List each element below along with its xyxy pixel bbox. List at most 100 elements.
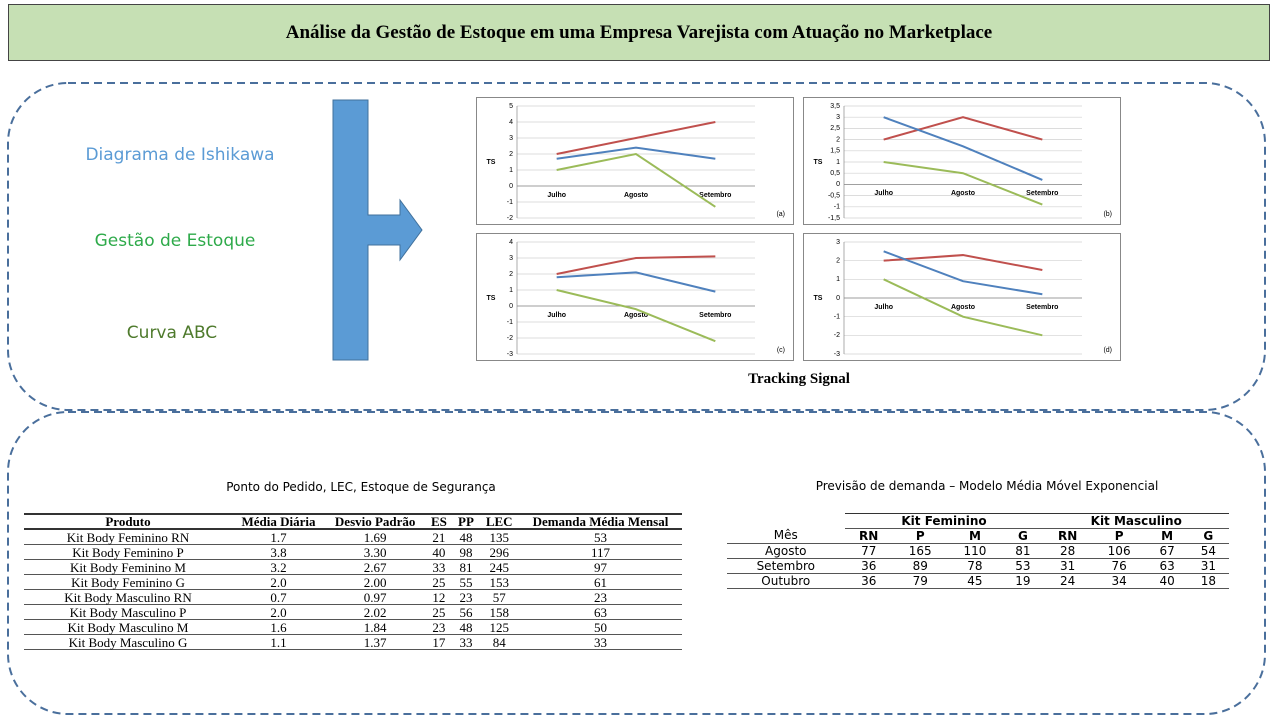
column-header: RN	[1043, 528, 1092, 544]
y-tick-label: 2	[509, 271, 513, 278]
header-row: Mês RN P M G RN P M G	[727, 528, 1229, 544]
cell: 89	[892, 558, 948, 574]
x-tick-label: Setembro	[699, 312, 731, 319]
cell: 33	[425, 559, 453, 575]
cell: 245	[479, 559, 519, 575]
cell: 48	[452, 529, 480, 545]
cell: 31	[1187, 558, 1229, 574]
column-header: Média Diária	[232, 513, 325, 530]
x-tick-label: Setembro	[699, 192, 731, 199]
axis-label: TS	[487, 159, 496, 166]
cell: Kit Body Feminino G	[24, 574, 232, 590]
chart: -2 -1 0 1 2 3 4 5 Julho Agosto Setembro TS (a)	[487, 103, 785, 222]
row: Kit Body Feminino M 3.2 2.67 33 81 245 97	[24, 559, 682, 575]
cell: Kit Body Masculino M	[24, 619, 232, 635]
cell: 17	[425, 634, 453, 650]
row: Kit Body Masculino M 1.6 1.84 23 48 125 50	[24, 619, 682, 635]
cell: 77	[844, 543, 893, 559]
panel-label: (d)	[1103, 347, 1112, 354]
cell: 153	[479, 574, 519, 590]
y-tick-label: 2	[509, 151, 513, 158]
cell: 18	[1187, 573, 1229, 589]
y-tick-label: -3	[834, 351, 840, 358]
cell: 0.97	[324, 589, 426, 605]
concept: Diagrama de Ishikawa	[85, 145, 275, 165]
panel-label: (a)	[776, 211, 785, 218]
cell: 55	[452, 574, 480, 590]
cell: 67	[1146, 543, 1188, 559]
cell: 61	[518, 574, 682, 590]
line	[556, 289, 716, 343]
cell: 81	[452, 559, 480, 575]
column-header: Produto	[24, 513, 232, 530]
cell: 1.1	[232, 634, 325, 650]
table-title: Previsão de demanda – Modelo Média Móvel…	[815, 479, 1159, 493]
cell: 28	[1043, 543, 1092, 559]
cell: Kit Body Feminino RN	[24, 529, 232, 545]
chart: -3 -2 -1 0 1 2 3 4 Julho Agosto Setembro TS (c)	[487, 239, 785, 358]
axis-label: TS	[814, 159, 823, 166]
cell: 98	[452, 544, 480, 560]
cell: 33	[518, 634, 682, 650]
cell: 56	[452, 604, 480, 620]
table: Kit Feminino Kit Masculino Mês RN P M G RN P M G Ag…	[727, 513, 1229, 589]
cell: 78	[947, 558, 1003, 574]
chart-panel: -1,5 -1 -0,5 0 0,5 1 1,5 2 2,5 3 3,5 Julho Agosto Set…	[803, 97, 1121, 225]
panel-top	[7, 82, 1266, 411]
cell: 2.0	[232, 604, 325, 620]
cell: 110	[947, 543, 1003, 559]
cell: 21	[425, 529, 453, 545]
cell: 3.2	[232, 559, 325, 575]
cell: 81	[1002, 543, 1044, 559]
line	[556, 121, 716, 155]
cell: Kit Body Feminino P	[24, 544, 232, 560]
row: Kit Body Masculino P 2.0 2.02 25 56 158 63	[24, 604, 682, 620]
y-tick-label: 1	[509, 167, 513, 174]
x-tick-label: Agosto	[951, 304, 975, 311]
y-tick-label: -2	[507, 335, 513, 342]
x-tick-label: Agosto	[951, 190, 975, 197]
y-tick-label: 3	[836, 239, 840, 246]
y-tick-label: -1	[834, 204, 840, 211]
header-row: Produto Média Diária Desvio Padrão ES PP LEC D…	[24, 513, 682, 530]
cell: Kit Body Masculino RN	[24, 589, 232, 605]
cell: 63	[1146, 558, 1188, 574]
column-header: Mês	[727, 528, 845, 544]
chart-panel: -2 -1 0 1 2 3 4 5 Julho Agosto Setembro TS (a)	[476, 97, 794, 225]
y-tick-label: 2,5	[830, 125, 840, 132]
cell: Kit Body Masculino P	[24, 604, 232, 620]
cell: 158	[479, 604, 519, 620]
axis-label: TS	[487, 295, 496, 302]
concept: Gestão de Estoque	[94, 231, 256, 251]
cell: 1.7	[232, 529, 325, 545]
panel-label: (b)	[1103, 211, 1112, 218]
cell: 97	[518, 559, 682, 575]
cell: 1.37	[324, 634, 426, 650]
y-tick-label: -1	[507, 319, 513, 326]
column-header: PP	[452, 513, 480, 530]
cell: 12	[425, 589, 453, 605]
group-header-empty	[727, 514, 845, 529]
line	[883, 161, 1043, 206]
column-header: LEC	[479, 513, 519, 530]
y-tick-label: 5	[509, 103, 513, 110]
x-tick-label: Julho	[874, 304, 893, 311]
y-tick-label: 3	[509, 255, 513, 262]
group-header: Kit Feminino	[844, 513, 1044, 529]
cell: 25	[425, 604, 453, 620]
y-tick-label: 2	[836, 136, 840, 143]
cell: 36	[844, 573, 893, 589]
cell: 1.69	[324, 529, 426, 545]
x-tick-label: Julho	[547, 192, 566, 199]
y-tick-label: -3	[507, 351, 513, 358]
cell: 76	[1091, 558, 1147, 574]
title: Análise da Gestão de Estoque em uma Empr…	[285, 21, 993, 43]
chart: -3 -2 -1 0 1 2 3 Julho Agosto Setembro TS (d)	[814, 239, 1112, 358]
x-tick-label: Setembro	[1026, 190, 1058, 197]
row: Kit Body Feminino G 2.0 2.00 25 55 153 61	[24, 574, 682, 590]
cell: Kit Body Feminino M	[24, 559, 232, 575]
line	[556, 255, 716, 275]
cell: 24	[1043, 573, 1092, 589]
